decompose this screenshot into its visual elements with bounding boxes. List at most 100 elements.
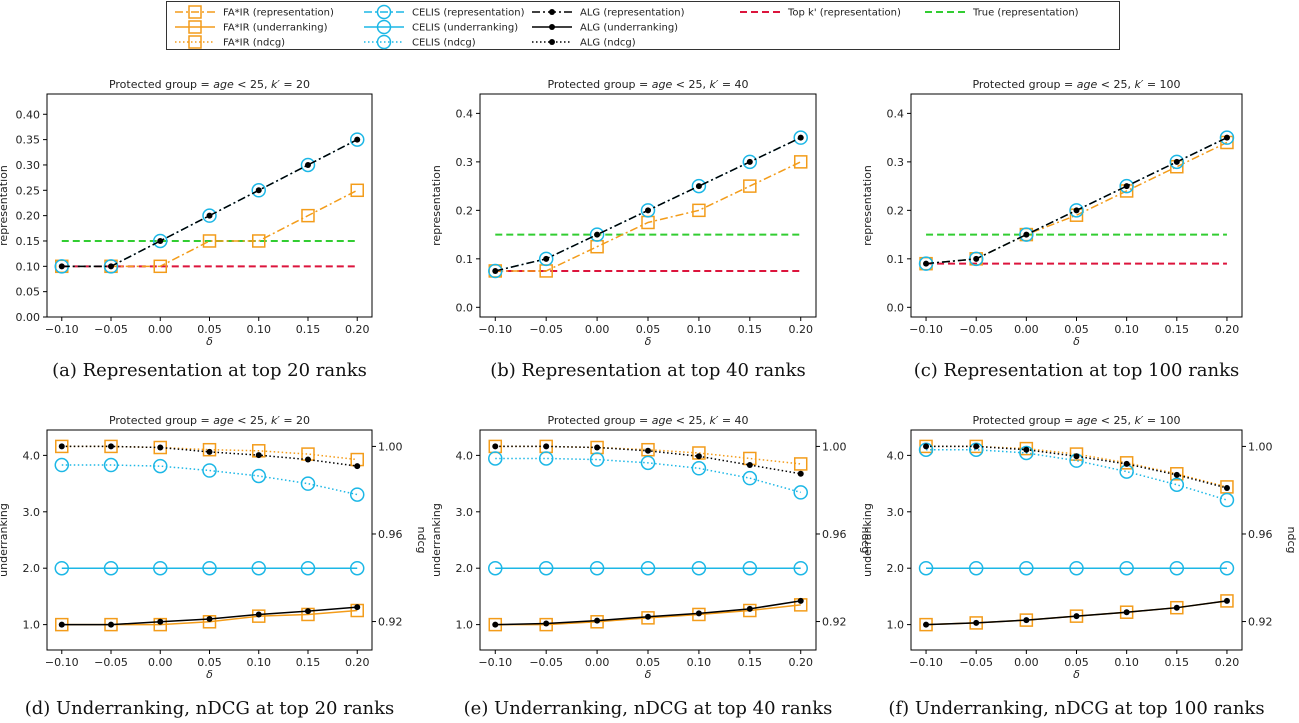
data-point	[793, 560, 808, 576]
data-point	[793, 485, 808, 500]
data-point	[108, 263, 115, 270]
x-tick-label: 0.00	[148, 323, 173, 336]
series-celis_ndcg	[54, 457, 365, 502]
data-point	[103, 560, 119, 576]
data-point	[202, 208, 217, 223]
data-point	[1119, 178, 1134, 194]
data-point	[645, 613, 651, 620]
series-celis_rep	[918, 130, 1235, 271]
series-alg_ndcg	[923, 443, 1230, 492]
data-point	[202, 560, 217, 576]
data-point	[157, 618, 164, 625]
data-point	[108, 621, 115, 628]
data-point	[594, 231, 601, 238]
series-celis_ndcg	[918, 442, 1235, 508]
legend-entry-celis_rep: CELIS (representation)	[364, 4, 525, 20]
x-axis-label: δ	[645, 668, 652, 681]
data-point	[640, 203, 656, 218]
y-tick-label: 4.0	[887, 449, 905, 462]
series-alg_ndcg	[492, 443, 804, 477]
x-axis-label: δ	[206, 668, 213, 681]
legend-label: ALG (representation)	[580, 8, 685, 19]
data-point	[1023, 617, 1030, 624]
y-axis-label: underranking	[0, 503, 10, 577]
y-tick-label: 0.4	[887, 107, 905, 120]
data-point	[973, 443, 980, 450]
data-point	[742, 154, 758, 170]
x-tick-label: 0.20	[345, 656, 370, 669]
series-fair_rep	[55, 183, 364, 274]
legend-label: CELIS (representation)	[412, 8, 525, 19]
data-point	[1019, 441, 1034, 456]
x-tick-label: 0.05	[636, 323, 661, 336]
data-point	[1119, 456, 1134, 470]
data-point	[692, 203, 706, 218]
panel-c: Protected group = age < 25, k′ = 100 −0.1…	[861, 78, 1243, 381]
data-point	[1223, 485, 1230, 492]
legend-entry-fair_rep: FA*IR (representation)	[175, 5, 334, 19]
data-point	[54, 560, 70, 576]
y-tick-label: 0.40	[16, 108, 41, 121]
y-tick-label: 1.0	[456, 619, 474, 632]
y2-tick-label: 1.00	[822, 440, 847, 453]
data-point	[251, 560, 266, 576]
panel-title: Protected group = age < 25, k′ = 40	[547, 414, 748, 427]
x-tick-label: 0.20	[1215, 323, 1240, 336]
data-point	[1223, 134, 1230, 141]
data-point	[640, 455, 656, 471]
data-point	[1223, 597, 1230, 604]
data-point	[1123, 609, 1130, 616]
y-tick-label: 0.15	[16, 235, 41, 248]
data-point	[923, 443, 930, 450]
x-tick-label: −0.10	[45, 656, 79, 669]
data-point	[594, 617, 601, 624]
legend-marker	[376, 4, 392, 20]
data-point	[1169, 477, 1185, 492]
legend-label: CELIS (ndcg)	[412, 38, 476, 49]
data-point	[543, 255, 550, 262]
series-celis_rep	[488, 130, 808, 279]
x-tick-label: 0.10	[687, 656, 712, 669]
x-tick-label: 0.10	[1114, 323, 1139, 336]
data-point	[1119, 464, 1134, 479]
y-axis-label: representation	[861, 165, 874, 246]
legend-marker	[188, 5, 202, 19]
panel-title: Protected group = age < 25, k′ = 20	[109, 414, 310, 427]
legend-marker	[549, 24, 555, 30]
y-tick-label: 0.05	[16, 286, 41, 299]
x-tick-label: −0.05	[94, 656, 128, 669]
x-tick-label: −0.05	[529, 323, 563, 336]
y2-axis-label: ndcg	[415, 527, 428, 554]
series-line	[495, 457, 801, 494]
data-point	[645, 447, 651, 454]
series-alg_under	[58, 604, 361, 628]
x-tick-label: 0.15	[296, 323, 321, 336]
data-point	[1073, 453, 1080, 460]
data-point	[746, 605, 753, 612]
y2-tick-label: 0.92	[1248, 616, 1273, 629]
y2-axis-label: ndcg	[859, 527, 872, 554]
data-point	[251, 468, 266, 484]
series-celis_ndcg	[488, 451, 808, 500]
data-point	[58, 263, 65, 270]
data-point	[104, 439, 118, 454]
data-point	[590, 615, 604, 629]
data-point	[55, 439, 69, 454]
y-tick-label: 0.30	[16, 159, 41, 172]
data-point	[645, 207, 651, 214]
data-point	[255, 187, 262, 194]
legend-label: ALG (underranking)	[580, 23, 678, 34]
data-point	[1069, 447, 1084, 461]
y-tick-label: 0.35	[16, 134, 41, 147]
plot-frame	[46, 93, 373, 318]
legend-marker	[549, 39, 555, 45]
x-tick-label: 0.20	[788, 656, 813, 669]
data-point	[538, 451, 554, 466]
x-tick-label: −0.05	[529, 656, 563, 669]
data-point	[206, 212, 213, 219]
data-point	[300, 476, 316, 491]
x-tick-label: 0.00	[1014, 323, 1039, 336]
data-point	[488, 560, 503, 576]
panels: Protected group = age < 25, k′ = 20 −0.10…	[0, 78, 1298, 719]
series-celis_under	[54, 560, 365, 576]
